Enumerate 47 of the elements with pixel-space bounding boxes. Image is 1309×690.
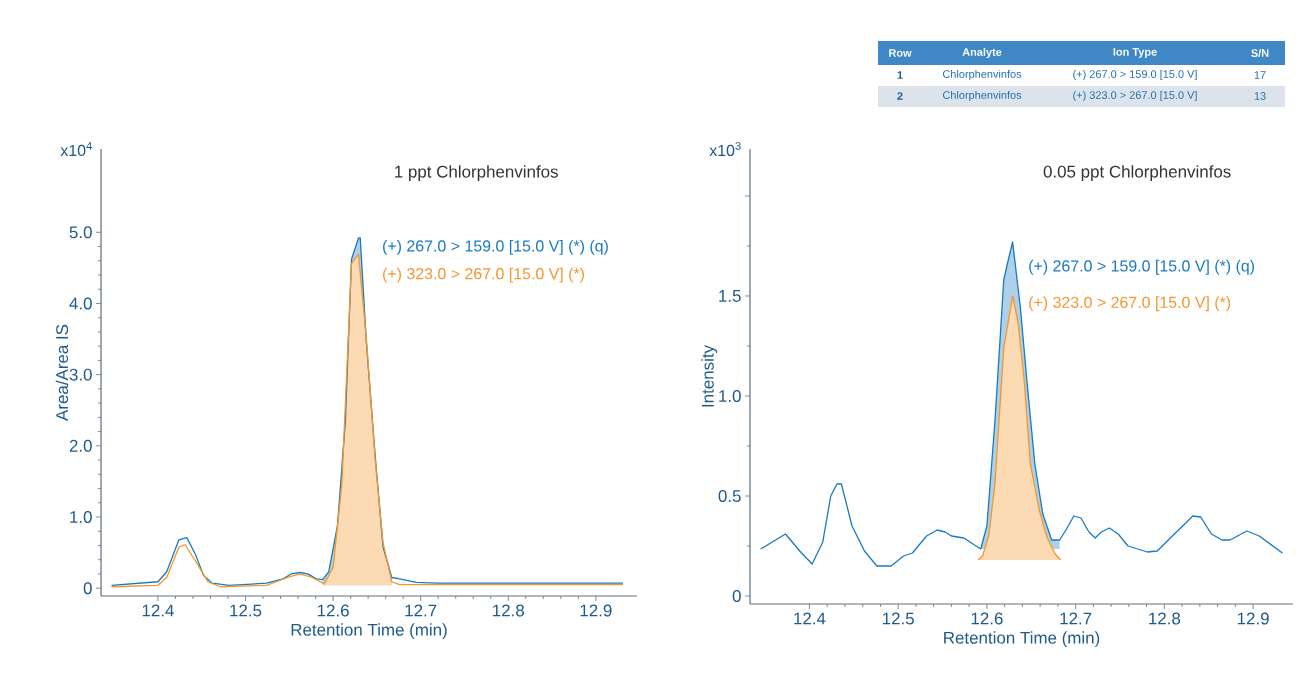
- x-tick-label: 12.6: [971, 612, 1003, 625]
- text: 17: [1254, 71, 1266, 79]
- y-tick-label: 0: [732, 590, 741, 602]
- series-label: (+) 323.0 > 267.0 [15.0 V] (*): [1029, 296, 1231, 312]
- text: 1 ppt Chlorphenvinfos: [395, 165, 558, 182]
- text: Chlorphenvinfos: [942, 90, 1022, 102]
- x-tick-label: 12.7: [405, 604, 437, 617]
- x-tick-label: 12.8: [493, 604, 525, 617]
- y-axis-title: Area/Area IS: [55, 324, 69, 421]
- x-tick-label: 12.8: [1149, 612, 1181, 625]
- x-tick-label: 12.6: [317, 604, 349, 617]
- series-label: (+) 267.0 > 159.0 [15.0 V] (*) (q): [383, 239, 608, 255]
- x-tick-label: 12.5: [883, 612, 914, 625]
- x-tick-label: 12.9: [1237, 612, 1269, 625]
- text: S/N: [1251, 48, 1269, 58]
- y-tick-label: 1.0: [70, 510, 92, 523]
- text: 0.05 ppt Chlorphenvinfos: [1043, 165, 1231, 181]
- text: x10$^{3}$: [709, 141, 741, 157]
- y-tick-label: 2.0: [69, 439, 92, 452]
- x-tick-label: 12.9: [580, 604, 612, 617]
- series-label: (+) 323.0 > 267.0 [15.0 V] (*): [383, 267, 584, 283]
- x-tick-label: 12.4: [142, 604, 174, 617]
- text: 13: [1254, 92, 1266, 100]
- line-series: [760, 241, 1284, 567]
- y-tick-label: 0.5: [718, 490, 741, 502]
- y-tick-label: 1.5: [719, 290, 741, 302]
- text: 1: [897, 71, 903, 79]
- text: Chlorphenvinfos: [942, 69, 1022, 81]
- text: Row: [889, 49, 912, 57]
- text: (+) 267.0 > 159.0 [15.0 V]: [1073, 69, 1197, 81]
- y-tick-label: 4.0: [69, 297, 92, 310]
- series-label: (+) 267.0 > 159.0 [15.0 V] (*) (q): [1029, 259, 1255, 275]
- y-axis-title: Intensity: [701, 344, 718, 407]
- x-tick-label: 12.5: [230, 604, 262, 617]
- text: Analyte: [962, 47, 1002, 59]
- text: Ion Type: [1113, 48, 1157, 58]
- y-tick-label: 5.0: [69, 226, 92, 239]
- x-axis-title: Retention Time (min): [291, 623, 447, 640]
- x-tick-label: 12.4: [794, 612, 826, 625]
- x-axis-title: Retention Time (min): [944, 631, 1100, 648]
- text: x10$^{4}$: [60, 141, 92, 157]
- y-tick-label: 1.0: [719, 390, 741, 402]
- text: (+) 323.0 > 267.0 [15.0 V]: [1073, 90, 1197, 102]
- y-tick-label: 3.0: [69, 368, 92, 381]
- text: 2: [897, 92, 903, 100]
- x-tick-label: 12.7: [1060, 612, 1092, 625]
- y-tick-label: 0: [83, 582, 92, 595]
